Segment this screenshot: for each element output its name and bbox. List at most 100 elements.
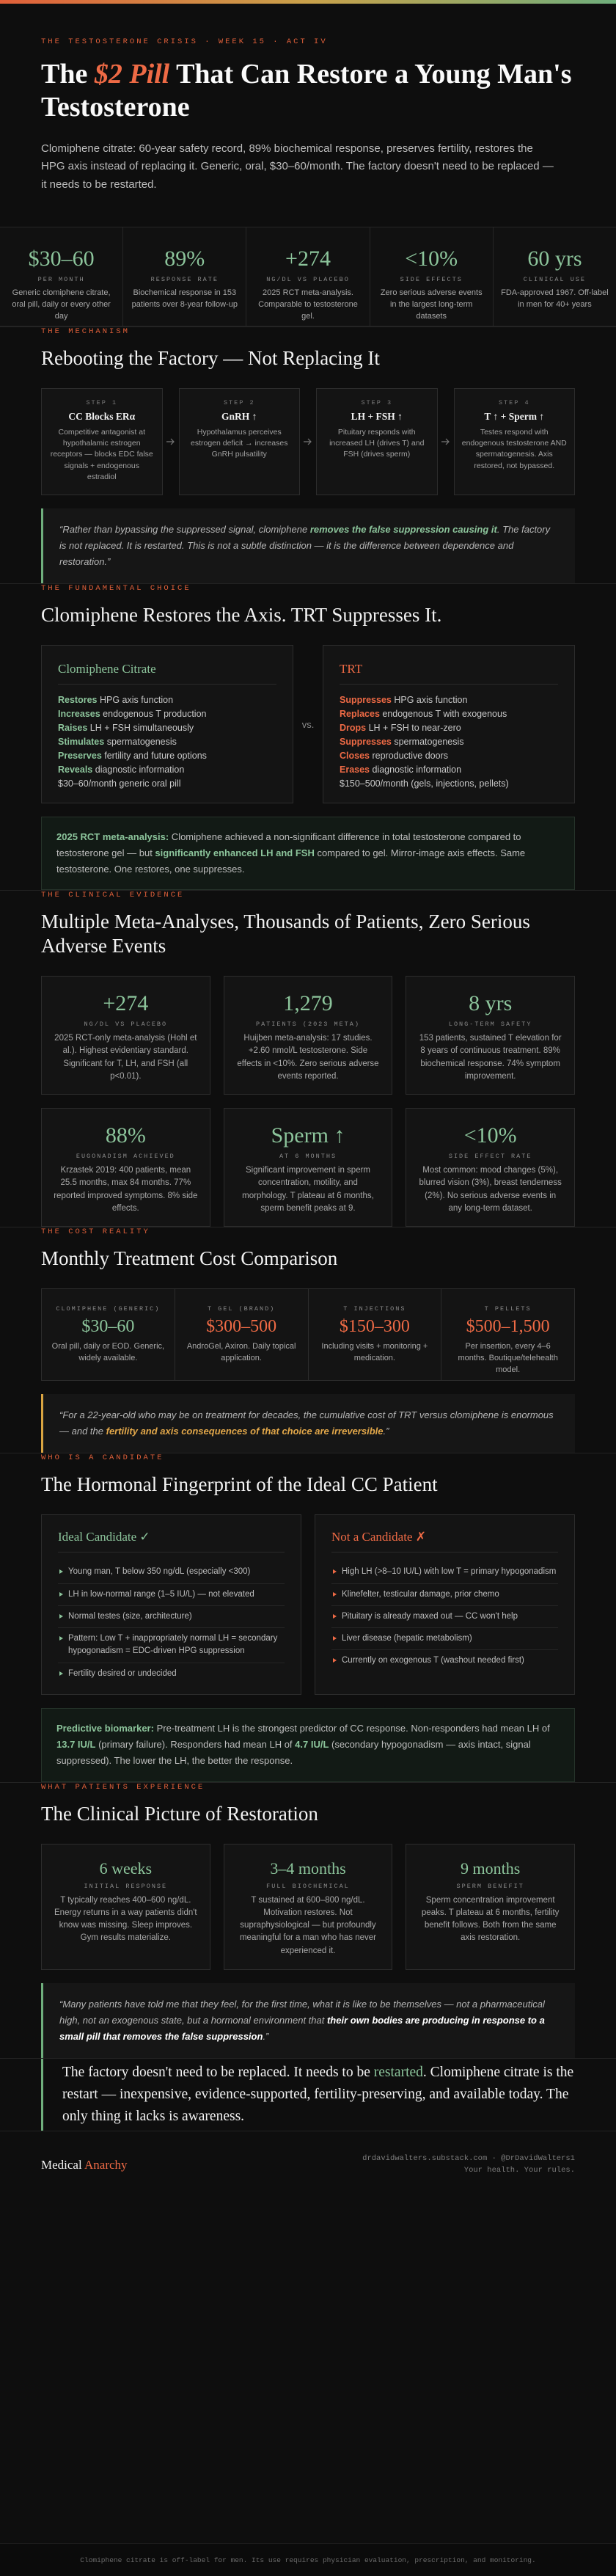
kicker: THE CLINICAL EVIDENCE bbox=[41, 891, 185, 900]
choice-section: THE FUNDAMENTAL CHOICE Clomiphene Restor… bbox=[0, 583, 616, 891]
stat-text: 2025 RCT meta-analysis. Comparable to te… bbox=[258, 288, 358, 321]
item-list: Young man, T below 350 ng/dL (especially… bbox=[58, 1561, 285, 1685]
item-text: reproductive doors bbox=[370, 751, 449, 762]
card-text: 153 patients, sustained T elevation for … bbox=[419, 1034, 562, 1081]
stat-value: +274 bbox=[285, 246, 331, 271]
step-number: STEP 4 bbox=[498, 398, 530, 406]
item-text: diagnostic information bbox=[92, 765, 185, 776]
stat-card: 6 weeks INITIAL RESPONSE T typically reach… bbox=[41, 1843, 210, 1970]
cost-label: CLOMIPHENE (GENERIC) bbox=[56, 1305, 161, 1313]
list-item: LH in low-normal range (1–5 IU/L) — not … bbox=[58, 1584, 285, 1606]
stat-value: $30–60 bbox=[28, 246, 95, 271]
item-list: Restores HPG axis function Increases endo… bbox=[58, 693, 276, 791]
list-item: Suppresses HPG axis function bbox=[340, 693, 558, 707]
card-title: TRT bbox=[340, 662, 558, 685]
steps: STEP 1 CC Blocks ERα Competitive antagonis… bbox=[41, 387, 575, 495]
item-verb: Reveals bbox=[58, 765, 93, 776]
list-item: Increases endogenous T production bbox=[58, 707, 276, 721]
list-item: Erases diagnostic information bbox=[340, 763, 558, 777]
stat-card: +274 NG/DL VS PLACEBO 2025 RCT-only meta-a… bbox=[41, 976, 210, 1095]
list-item: Suppresses spermatogenesis bbox=[340, 735, 558, 749]
note-text: Pre-treatment LH is the strongest predic… bbox=[153, 1723, 550, 1734]
step-text: Pituitary responds with increased LH (dr… bbox=[329, 427, 425, 459]
quote-highlight: fertility and axis consequences of that … bbox=[106, 1426, 384, 1437]
card-value: 9 months bbox=[461, 1858, 521, 1878]
quote-text: “Many patients have told me that they fe… bbox=[59, 1998, 545, 2026]
item-text: spermatogenesis bbox=[104, 737, 177, 748]
cost-label: T PELLETS bbox=[484, 1305, 532, 1313]
list-item: Klinefelter, testicular damage, prior ch… bbox=[331, 1584, 558, 1606]
subtitle: Clomiphene citrate: 60-year safety recor… bbox=[41, 142, 554, 191]
stat-text: Biochemical response in 153 patients ove… bbox=[131, 288, 238, 309]
card-label: EUGONADISM ACHIEVED bbox=[76, 1153, 175, 1161]
title: The $2 Pill That Can Restore a Young Man… bbox=[41, 58, 575, 124]
quote: “Rather than bypassing the suppressed si… bbox=[41, 508, 575, 584]
item-verb: Closes bbox=[340, 751, 370, 762]
item-verb: Preserves bbox=[58, 751, 102, 762]
arrow bbox=[438, 388, 454, 495]
cost-cell: T GEL (BRAND) $300–500 AndroGel, Axiron. D… bbox=[174, 1289, 308, 1381]
stat-label: NG/DL VS PLACEBO bbox=[266, 275, 350, 283]
heading: Clomiphene Restores the Axis. TRT Suppre… bbox=[41, 604, 442, 627]
step-title: LH + FSH ↑ bbox=[351, 410, 403, 422]
card-text: T typically reaches 400–600 ng/dL. Energ… bbox=[54, 1895, 197, 1943]
card-value: 88% bbox=[105, 1123, 146, 1148]
stat-card: <10% SIDE EFFECT RATE Most common: mood ch… bbox=[406, 1108, 575, 1227]
brand-accent: Anarchy bbox=[84, 2158, 128, 2172]
item-verb: Replaces bbox=[340, 709, 380, 720]
note-lead: 2025 RCT meta-analysis: bbox=[56, 831, 169, 843]
step-card: STEP 4 T ↑ + Sperm ↑ Testes respond with e… bbox=[453, 387, 575, 495]
stat: <10% SIDE EFFECTS Zero serious adverse eve… bbox=[369, 227, 493, 326]
card-label: PATIENTS (2023 META) bbox=[255, 1021, 360, 1029]
item-verb: Suppresses bbox=[340, 695, 392, 706]
list-item: Liver disease (hepatic metabolism) bbox=[331, 1628, 558, 1651]
arrow bbox=[163, 388, 179, 495]
card-title: Ideal Candidate ✓ bbox=[58, 1530, 285, 1553]
list-item: Normal testes (size, architecture) bbox=[58, 1606, 285, 1629]
list-item: Pattern: Low T + inappropriately normal … bbox=[58, 1628, 285, 1663]
list-item: Reveals diagnostic information bbox=[58, 763, 276, 777]
closing-highlight: restarted bbox=[373, 2064, 423, 2080]
item-list: Suppresses HPG axis function Replaces end… bbox=[340, 693, 558, 791]
kicker: WHAT PATIENTS EXPERIENCE bbox=[41, 1782, 205, 1792]
item-text: HPG axis function bbox=[391, 695, 468, 706]
kicker: WHO IS A CANDIDATE bbox=[41, 1453, 164, 1463]
item-text: HPG axis function bbox=[97, 695, 174, 706]
note-highlight: significantly enhanced LH and FSH bbox=[155, 847, 315, 859]
card-label: LONG-TERM SAFETY bbox=[448, 1021, 532, 1029]
closing-section: The factory doesn't need to be replaced.… bbox=[0, 2057, 616, 2131]
card-text: Huijben meta-analysis: 17 studies. +2.60… bbox=[237, 1034, 379, 1081]
quote-text: .” bbox=[383, 1426, 389, 1437]
quote-text: .” bbox=[263, 2030, 269, 2042]
note-highlight: 13.7 IU/L bbox=[56, 1739, 96, 1751]
card-value: Sperm ↑ bbox=[271, 1123, 345, 1148]
closing: The factory doesn't need to be replaced.… bbox=[41, 2058, 575, 2131]
candidate-columns: Ideal Candidate ✓ Young man, T below 350… bbox=[41, 1514, 575, 1696]
item-text: endogenous T with exogenous bbox=[379, 709, 507, 720]
list-item: $150–500/month (gels, injections, pellet… bbox=[340, 777, 558, 791]
cost-value: $30–60 bbox=[81, 1317, 135, 1337]
evidence-section: THE CLINICAL EVIDENCE Multiple Meta-Anal… bbox=[0, 890, 616, 1227]
list-item: Drops LH + FSH to near-zero bbox=[340, 721, 558, 735]
stat-text: FDA-approved 1967. Off-label in men for … bbox=[501, 288, 609, 309]
stat-text: Generic clomiphene citrate, oral pill, d… bbox=[12, 288, 111, 321]
candidate-section: WHO IS A CANDIDATE The Hormonal Fingerpr… bbox=[0, 1453, 616, 1782]
card-title: Not a Candidate ✗ bbox=[331, 1530, 558, 1553]
stat-label: PER MONTH bbox=[37, 275, 85, 283]
quote: “Many patients have told me that they fe… bbox=[41, 1982, 575, 2058]
list-item: High LH (>8–10 IU/L) with low T = primar… bbox=[331, 1561, 558, 1584]
list-item: Preserves fertility and future options bbox=[58, 749, 276, 763]
card-text: Krzastek 2019: 400 patients, mean 25.5 m… bbox=[54, 1166, 198, 1213]
item-text: $150–500/month (gels, injections, pellet… bbox=[340, 778, 509, 789]
note: Predictive biomarker: Pre-treatment LH i… bbox=[41, 1708, 575, 1782]
card-label: INITIAL RESPONSE bbox=[84, 1882, 168, 1890]
item-verb: Erases bbox=[340, 765, 370, 776]
cost-section: THE COST REALITY Monthly Treatment Cost … bbox=[0, 1227, 616, 1453]
stat-card: 9 months SPERM BENEFIT Sperm concentration… bbox=[406, 1843, 575, 1970]
stat: +274 NG/DL VS PLACEBO 2025 RCT meta-analys… bbox=[246, 227, 369, 326]
step-number: STEP 2 bbox=[223, 398, 255, 406]
stat-value: <10% bbox=[405, 246, 458, 271]
cost-table: CLOMIPHENE (GENERIC) $30–60 Oral pill, dai… bbox=[41, 1288, 575, 1382]
arrow-icon bbox=[304, 438, 312, 445]
note-text: Clomiphene achieved a non-significant di… bbox=[56, 831, 521, 859]
